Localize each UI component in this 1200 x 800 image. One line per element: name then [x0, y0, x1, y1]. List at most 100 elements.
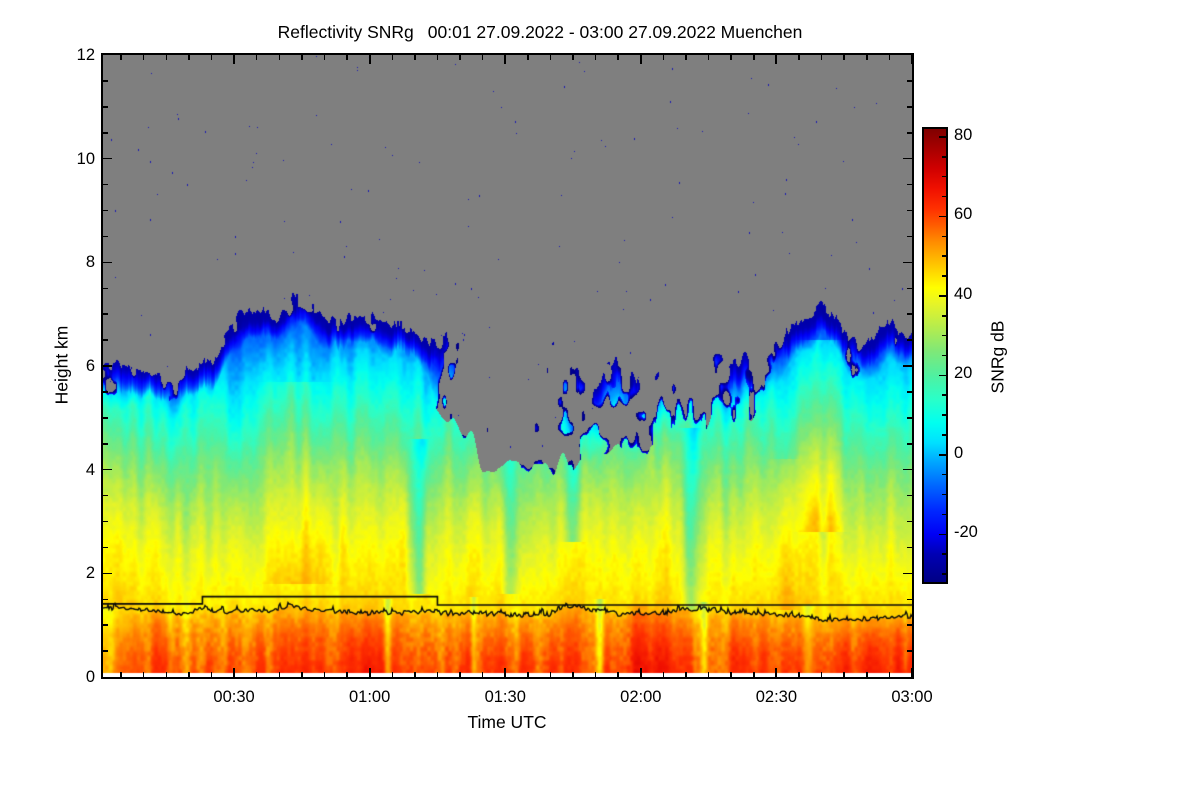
colorbar-minor-tick	[942, 553, 946, 555]
x-minor-tick	[142, 672, 145, 677]
colorbar-tick-label: 60	[954, 205, 973, 224]
x-minor-tick	[753, 672, 755, 677]
x-minor-tick	[707, 672, 710, 677]
colorbar-major-tick	[939, 295, 946, 297]
y-minor-tick	[103, 132, 108, 134]
x-minor-tick-top	[165, 55, 168, 60]
y-minor-tick-right	[907, 443, 912, 445]
colorbar-minor-tick	[942, 394, 946, 396]
colorbar-major-tick	[939, 215, 946, 218]
x-minor-tick	[481, 672, 484, 677]
x-minor-tick-top	[888, 55, 891, 60]
x-minor-tick	[414, 672, 416, 677]
y-major-tick-right	[903, 261, 912, 264]
x-minor-tick	[549, 672, 552, 677]
x-major-tick	[504, 668, 507, 677]
y-tick-label: 2	[85, 564, 95, 583]
y-tick-label: 10	[76, 149, 95, 168]
y-minor-tick-right	[907, 313, 912, 315]
x-minor-tick-top	[120, 55, 122, 60]
x-major-tick-top	[368, 55, 371, 64]
y-minor-tick-right	[907, 546, 912, 549]
colorbar-major-tick	[939, 374, 946, 377]
x-minor-tick-top	[142, 55, 145, 60]
x-minor-tick-top	[323, 55, 326, 60]
x-minor-tick-top	[866, 55, 868, 60]
x-major-tick-top	[233, 55, 236, 64]
y-minor-tick-right	[907, 494, 912, 497]
x-minor-tick	[572, 672, 574, 677]
x-minor-tick-top	[572, 55, 574, 60]
y-tick-label: 0	[85, 668, 95, 686]
y-minor-tick-right	[907, 598, 912, 600]
y-minor-tick	[103, 209, 108, 212]
y-minor-tick	[103, 624, 108, 626]
x-major-tick	[775, 668, 778, 677]
x-tick-label: 01:00	[348, 688, 391, 706]
x-minor-tick	[866, 672, 868, 677]
x-tick-label: 00:30	[213, 688, 255, 706]
x-major-tick-top	[639, 55, 642, 64]
x-minor-tick-top	[414, 55, 416, 60]
y-minor-tick-right	[907, 624, 912, 626]
x-minor-tick-top	[707, 55, 710, 60]
x-major-tick-top	[911, 55, 913, 64]
colorbar-tick-label: 40	[954, 284, 973, 303]
y-minor-tick	[103, 183, 108, 186]
x-minor-tick	[527, 672, 529, 677]
plot-title-period: 00:01 27.09.2022 - 03:00 27.09.2022 Muen…	[427, 22, 803, 42]
x-minor-tick-top	[436, 55, 439, 60]
y-minor-tick	[103, 339, 108, 341]
colorbar-major-tick	[939, 136, 946, 138]
colorbar-tick-label: 20	[954, 364, 973, 383]
x-minor-tick-top	[210, 55, 213, 60]
x-minor-tick-top	[527, 55, 529, 60]
y-major-tick	[103, 261, 112, 264]
x-minor-tick-top	[459, 55, 461, 60]
x-tick-label: 01:30	[484, 688, 526, 706]
y-minor-tick-right	[907, 391, 912, 393]
x-minor-tick-top	[255, 55, 258, 60]
x-minor-tick-top	[391, 55, 393, 60]
colorbar-minor-tick	[942, 513, 946, 516]
y-tick-label: 6	[85, 357, 95, 375]
x-minor-tick-top	[753, 55, 755, 60]
y-minor-tick	[103, 650, 108, 652]
x-minor-tick-top	[346, 55, 348, 60]
plot-title: Reflectivity SNRg 00:01 27.09.2022 - 03:0…	[278, 22, 803, 43]
x-axis-title: Time UTC	[467, 712, 547, 732]
x-minor-tick-top	[188, 55, 190, 60]
colorbar-minor-tick	[942, 235, 946, 238]
x-minor-tick	[323, 672, 326, 677]
colorbar-tick-label: 0	[954, 443, 964, 462]
colorbar-tick-label: 80	[954, 125, 973, 144]
x-major-tick-top	[504, 55, 507, 64]
x-minor-tick	[436, 672, 439, 677]
x-major-tick	[911, 668, 913, 677]
colorbar-minor-tick	[942, 334, 946, 337]
y-minor-tick	[103, 494, 108, 497]
x-minor-tick-top	[662, 55, 665, 60]
x-tick-label: 03:00	[891, 688, 933, 706]
y-minor-tick	[103, 287, 108, 289]
y-minor-tick-right	[907, 339, 912, 341]
y-minor-tick	[103, 391, 108, 393]
colorbar-gradient	[924, 129, 946, 582]
x-minor-tick-top	[843, 55, 845, 60]
colorbar-title: SNRg dB	[987, 320, 1008, 394]
x-minor-tick	[346, 672, 348, 677]
x-minor-tick	[459, 672, 461, 677]
x-tick-label: 02:00	[620, 688, 662, 706]
x-minor-tick	[730, 672, 732, 677]
x-minor-tick	[888, 672, 891, 677]
colorbar-minor-tick	[942, 473, 946, 476]
y-major-tick-right	[903, 572, 912, 575]
y-major-tick	[103, 572, 112, 575]
colorbar-minor-tick	[942, 195, 946, 198]
colorbar-minor-tick	[942, 175, 946, 178]
y-major-tick-right	[903, 157, 912, 160]
y-minor-tick-right	[907, 650, 912, 652]
y-major-tick-right	[903, 468, 912, 471]
y-major-tick	[103, 365, 112, 367]
